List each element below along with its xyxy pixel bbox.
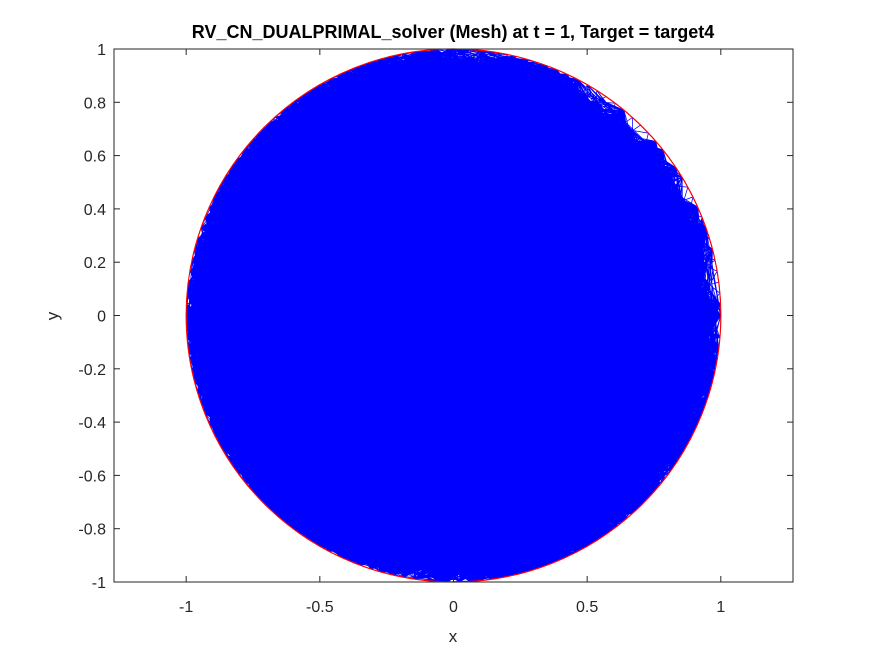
y-tick-label: -0.8 [78, 522, 106, 539]
y-tick-label: -1 [92, 575, 106, 592]
y-tick-label: 0.2 [84, 255, 106, 272]
x-tick-label: 0.5 [576, 599, 598, 616]
y-tick-label: 0.6 [84, 149, 106, 166]
x-tick-label: 0 [449, 599, 458, 616]
x-tick-label: -1 [179, 599, 193, 616]
y-tick-label: -0.2 [78, 362, 106, 379]
chart-title: RV_CN_DUALPRIMAL_solver (Mesh) at t = 1,… [192, 22, 714, 42]
x-tick-label: -0.5 [306, 599, 334, 616]
y-tick-label: -0.4 [78, 415, 106, 432]
y-tick-label: 0 [97, 309, 106, 326]
y-tick-label: 0.8 [84, 95, 106, 112]
y-tick-label: -0.6 [78, 468, 106, 485]
x-axis-label: x [449, 627, 458, 646]
x-axis-ticks: -1 -0.5 0 0.5 1 [179, 49, 725, 616]
y-tick-label: 1 [97, 42, 106, 59]
y-axis-label: y [43, 311, 62, 320]
y-tick-label: 0.4 [84, 202, 106, 219]
x-tick-label: 1 [716, 599, 725, 616]
mesh-layer [185, 48, 722, 583]
y-axis-ticks: -1 -0.8 -0.6 -0.4 -0.2 0 0.2 0.4 0.6 0.8 1 [78, 42, 793, 592]
mesh-edges [185, 48, 722, 583]
